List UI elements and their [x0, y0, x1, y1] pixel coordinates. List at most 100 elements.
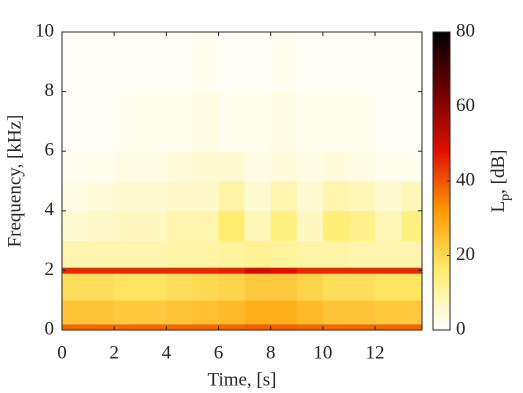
heatmap-cell [270, 300, 298, 325]
heatmap-cell [140, 32, 167, 92]
heatmap-cell [114, 240, 141, 268]
heatmap-cell [348, 240, 376, 268]
heatmap-cell [62, 210, 89, 241]
colorbar-tick-label: 60 [456, 95, 475, 116]
heatmap-cell [244, 91, 271, 152]
heatmap-cell [114, 91, 141, 152]
heatmap-cell [218, 32, 245, 92]
y-tick-label: 4 [45, 199, 55, 220]
heatmap-cell [244, 267, 271, 274]
heatmap-cell [192, 91, 219, 152]
heatmap-cell [270, 324, 298, 331]
heatmap-cell [270, 151, 298, 182]
heatmap-cell [62, 151, 89, 182]
colorbar-label-sub: p [498, 194, 513, 201]
colorbar-tick-label: 0 [456, 318, 466, 339]
heatmap-cell [166, 267, 193, 274]
x-axis-label: Time, [s] [208, 369, 277, 390]
heatmap-cell [166, 273, 193, 301]
heatmap-cell [140, 324, 167, 331]
heatmap-cell [166, 32, 193, 92]
heatmap-cell [62, 240, 89, 268]
heatmap-cell [218, 91, 245, 152]
heatmap-cell [296, 210, 324, 241]
heatmap-cell [348, 267, 376, 274]
heatmap-cell [114, 181, 141, 212]
y-tick-label: 6 [45, 140, 55, 161]
heatmap-cell [114, 210, 141, 241]
heatmap-cell [401, 91, 423, 152]
heatmap-cell [348, 324, 376, 331]
heatmap-cell [218, 240, 245, 268]
heatmap-cell [375, 324, 402, 331]
x-tick-label: 6 [214, 342, 224, 363]
heatmap-cell [192, 300, 219, 325]
colorbar-tick-label: 20 [456, 244, 475, 265]
heatmap-cell [375, 181, 402, 212]
heatmap-cell [348, 210, 376, 241]
heatmap-cell [348, 32, 376, 92]
heatmap-cell [270, 267, 298, 274]
heatmap-cell [88, 273, 115, 301]
heatmap-cell [192, 181, 219, 212]
heatmap-cell [88, 240, 115, 268]
heatmap-cell [270, 32, 298, 92]
heatmap-cell [322, 91, 350, 152]
heatmap-cell [270, 273, 298, 301]
heatmap-cell [296, 267, 324, 274]
y-tick-label: 8 [45, 80, 55, 101]
heatmap-cell [192, 151, 219, 182]
heatmap-cell [401, 240, 423, 268]
y-tick-label: 10 [35, 20, 54, 41]
heatmap-cell [296, 273, 324, 301]
heatmap-cell [166, 324, 193, 331]
y-axis-label: Frequency, [kHz] [4, 115, 25, 248]
heatmap-cell [375, 151, 402, 182]
heatmap-cell [244, 210, 271, 241]
heatmap-cell [401, 32, 423, 92]
heatmap-cell [166, 240, 193, 268]
heatmap-cell [88, 210, 115, 241]
x-tick-label: 12 [366, 342, 385, 363]
heatmap-cell [322, 32, 350, 92]
heatmap-cell [244, 273, 271, 301]
heatmap-cell [401, 210, 423, 241]
heatmap-cell [244, 300, 271, 325]
heatmap-cell [401, 273, 423, 301]
heatmap-cell [375, 91, 402, 152]
heatmap-cell [192, 267, 219, 274]
heatmap-cell [218, 267, 245, 274]
heatmap-cell [88, 32, 115, 92]
heatmap-cell [375, 267, 402, 274]
heatmap-cell [270, 240, 298, 268]
heatmap-cell [218, 151, 245, 182]
heatmap-cell [296, 181, 324, 212]
heatmap-cell [348, 273, 376, 301]
heatmap-cell [62, 273, 89, 301]
x-tick-label: 4 [162, 342, 172, 363]
colorbar-label: Lp, [dB] [488, 150, 513, 213]
y-tick-label: 2 [45, 259, 55, 280]
heatmap-cell [192, 324, 219, 331]
heatmap-cell [296, 240, 324, 268]
heatmap-cell [192, 240, 219, 268]
heatmap-cell [114, 151, 141, 182]
heatmap-cell [218, 181, 245, 212]
heatmap-cell [192, 32, 219, 92]
heatmap-cell [218, 300, 245, 325]
heatmap-cell [296, 300, 324, 325]
heatmap-cell [88, 300, 115, 325]
heatmap-cell [375, 240, 402, 268]
heatmap-cell [322, 151, 350, 182]
heatmap-cell [401, 324, 423, 331]
heatmap-cell [140, 267, 167, 274]
heatmap-cell [218, 210, 245, 241]
x-tick-label: 2 [109, 342, 119, 363]
heatmap-cell [218, 273, 245, 301]
heatmap-cell [348, 151, 376, 182]
heatmap-cell [140, 91, 167, 152]
heatmap-cell [166, 151, 193, 182]
heatmap-cell [166, 181, 193, 212]
heatmap-cell [401, 267, 423, 274]
